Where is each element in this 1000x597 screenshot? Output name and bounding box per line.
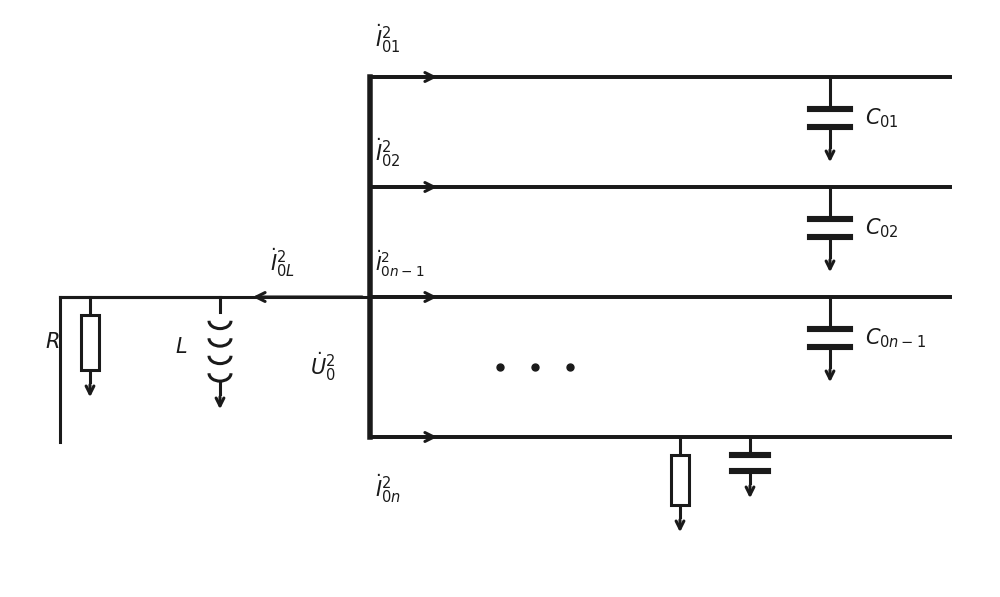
Text: $\dot{I}_{02}^2$: $\dot{I}_{02}^2$ [375,136,401,169]
Bar [81,315,99,370]
Text: $L$: $L$ [175,337,187,357]
Text: $\dot{I}_{01}^2$: $\dot{I}_{01}^2$ [375,22,401,55]
Text: $C_{0n-1}$: $C_{0n-1}$ [865,326,926,350]
Text: $C_{02}$: $C_{02}$ [865,216,899,240]
Text: $\dot{U}_0^2$: $\dot{U}_0^2$ [310,350,336,383]
Text: $R$: $R$ [45,333,60,352]
Text: $\dot{I}_{0L}^2$: $\dot{I}_{0L}^2$ [270,246,295,279]
Text: $\dot{I}_{0n-1}^2$: $\dot{I}_{0n-1}^2$ [375,249,424,279]
Text: $C_{01}$: $C_{01}$ [865,106,899,130]
Bar [671,455,689,505]
Text: $\dot{I}_{0n}^2$: $\dot{I}_{0n}^2$ [375,472,401,504]
